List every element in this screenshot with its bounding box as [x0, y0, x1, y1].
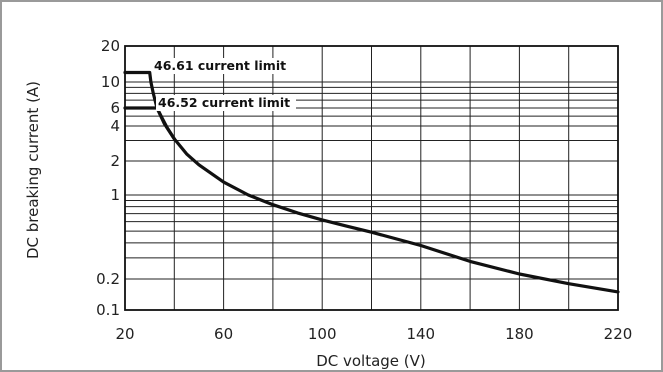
x-tick-label: 220 — [604, 325, 633, 343]
x-tick-label: 20 — [115, 325, 134, 343]
x-tick-labels: 20 60 100 140 180 220 — [115, 325, 632, 343]
annotation-background — [152, 58, 284, 74]
y-tick-label: 2 — [110, 152, 120, 170]
annotations: 46.61 current limit 46.52 current limit — [152, 58, 296, 111]
annotation-label: 46.61 current limit — [154, 58, 286, 73]
y-axis-label: DC breaking current (A) — [24, 81, 42, 259]
x-tick-label: 100 — [308, 325, 337, 343]
y-tick-label: 0.2 — [96, 270, 120, 288]
annotation-label: 46.52 current limit — [158, 95, 290, 110]
plot-area-border — [124, 45, 619, 311]
annotation-background — [156, 95, 296, 111]
x-tick-label: 140 — [406, 325, 435, 343]
x-tick-label: 60 — [214, 325, 233, 343]
grid — [125, 46, 618, 310]
y-tick-label: 4 — [110, 117, 120, 135]
y-tick-label: 6 — [110, 99, 120, 117]
x-tick-label: 180 — [505, 325, 534, 343]
y-tick-labels: 0.1 0.2 1 2 46 10 20 — [96, 37, 120, 319]
y-tick-label: 0.1 — [96, 301, 120, 319]
y-tick-label: 1 — [110, 186, 120, 204]
x-axis-label: DC voltage (V) — [316, 352, 426, 370]
y-tick-label: 20 — [101, 37, 120, 55]
y-tick-label: 10 — [101, 73, 120, 91]
